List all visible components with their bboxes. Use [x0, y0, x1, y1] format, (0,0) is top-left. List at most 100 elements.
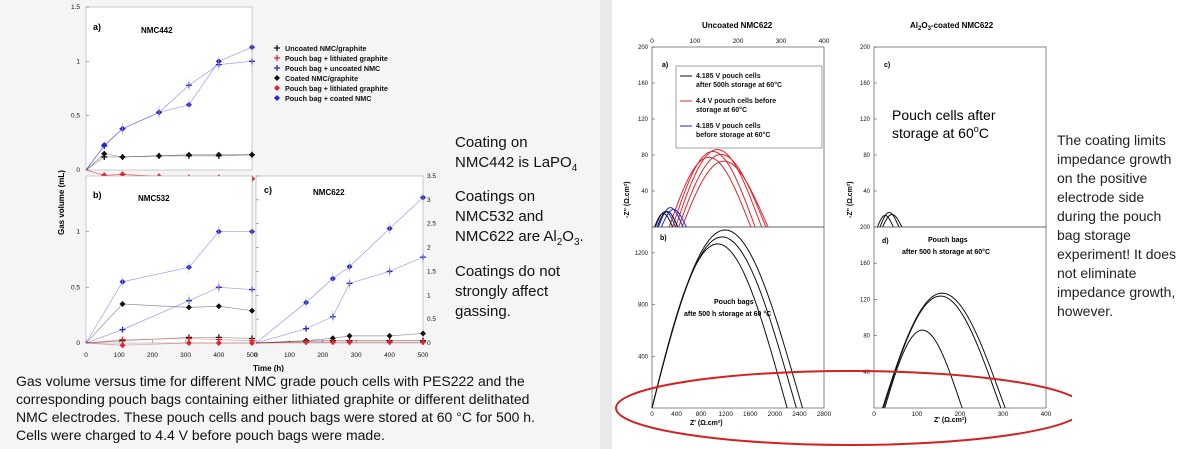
data-point	[215, 340, 222, 346]
blue-impedance-arc	[661, 209, 687, 228]
legend-label: 4.185 V pouch cells	[696, 73, 761, 80]
black-impedance-arc	[651, 243, 788, 409]
x-tick-label: 0	[254, 352, 258, 359]
y-tick-label: 1.5	[427, 268, 436, 275]
legend-label: Coated NMC/graphite	[285, 74, 358, 83]
x-tick-label: 200	[317, 352, 328, 359]
x-tick-label: 400	[213, 352, 224, 359]
legend-label: before storage at 60°C	[696, 131, 770, 139]
panel-divider	[600, 0, 612, 449]
legend-label: 4.4 V pouch cells before	[696, 98, 776, 105]
y-tick-label: 0.5	[71, 113, 80, 120]
legend-marker	[274, 45, 280, 51]
data-point	[215, 151, 222, 158]
x-axis-label: Time (h)	[253, 364, 284, 372]
data-point	[249, 151, 255, 158]
title-coated: Al2O3-coated NMC622	[910, 21, 994, 32]
y-tick-label: 120	[860, 297, 871, 303]
red-impedance-arc	[668, 156, 752, 228]
series-line	[255, 341, 423, 344]
y-tick-label: 200	[638, 45, 649, 51]
data-point	[185, 340, 192, 346]
panel-c-letter: c)	[264, 185, 272, 195]
legend-marker	[274, 75, 280, 81]
y-tick-label: 200	[860, 225, 871, 231]
y-tick-label: 0.5	[71, 284, 80, 291]
black-impedance-arc	[879, 211, 900, 228]
y-tick-label: 120	[638, 117, 649, 123]
data-point	[329, 339, 336, 346]
black-impedance-arc	[882, 292, 1006, 409]
black-impedance-arc	[651, 236, 797, 409]
y-tick-label: 80	[863, 334, 870, 340]
pouch-cells-after-1: Pouch cells after	[892, 107, 996, 123]
series-line	[255, 340, 423, 344]
data-point	[119, 342, 126, 349]
xaxis-label-d: Z' (Ω.cm²)	[934, 417, 967, 424]
xaxis-label-b: Z' (Ω.cm²)	[690, 420, 723, 427]
yaxis-label-left: -Z'' (Ω.cm²)	[624, 181, 631, 218]
y-tick-label: 0.5	[427, 316, 436, 323]
red-impedance-arc	[675, 149, 763, 228]
x-tick-label: 1600	[743, 411, 758, 418]
coating-note-2: Coatings on NMC532 and NMC622 are Al2O3.	[455, 188, 584, 248]
x-tick-label: 1200	[718, 411, 733, 418]
pouch-bags-b-l2: afte 500 h storage at 60 °C	[684, 310, 771, 318]
x-tick-label: 0	[872, 411, 876, 418]
panel-b-title: NMC532	[138, 194, 170, 203]
data-point	[215, 303, 222, 310]
y-tick-label: 2.5	[427, 221, 436, 228]
pouch-cells-after-2: storage at 60oC	[892, 124, 989, 141]
yaxis-label-right: -Z'' (Ω.cm²)	[847, 181, 854, 218]
black-impedance-arc	[884, 329, 963, 409]
data-point	[119, 153, 126, 160]
coating-note-3: Coatings do not strongly affect gassing.	[455, 263, 561, 320]
series-line	[85, 342, 252, 346]
y-tick-label: 40	[863, 370, 870, 376]
legend-label: storage at 60°C	[696, 106, 747, 114]
x-tick-label: 400	[671, 411, 682, 418]
highlight-ellipse	[615, 370, 1072, 446]
legend-marker	[274, 95, 280, 101]
data-point	[386, 339, 393, 346]
black-impedance-arc	[656, 211, 679, 228]
legend-label: Uncoated NMC/graphite	[285, 44, 366, 53]
y-tick-label: 0	[427, 340, 431, 347]
y-tick-label: 3	[427, 197, 431, 204]
legend-label: after 500h storage at 60°C	[696, 81, 782, 89]
legend-marker	[274, 55, 280, 61]
y-tick-label: 1.5	[71, 4, 80, 11]
x-tick-label: 200	[955, 411, 966, 418]
data-point	[420, 330, 426, 337]
x-tick-label: 400	[1041, 411, 1052, 418]
y-tick-label: 160	[638, 81, 649, 87]
plot-frame	[873, 226, 1047, 409]
x-tick-label: 300	[180, 352, 191, 359]
y-tick-label: 40	[863, 189, 870, 195]
y-tick-label: 0	[76, 167, 80, 174]
data-point	[386, 332, 393, 339]
gas-panel-a: 0 0.5 1 1.5	[71, 4, 255, 182]
x-tick-label: 500	[418, 352, 429, 359]
panel-d-letter-r: d)	[882, 238, 889, 245]
x-tick-label: 100	[284, 352, 295, 359]
plot-frame	[255, 175, 424, 344]
data-point	[346, 339, 353, 346]
data-point	[185, 151, 192, 158]
x-tick-label: 800	[696, 411, 707, 418]
pouch-bags-d-l2: after 500 h storage at 60°C	[902, 248, 990, 256]
x-tick-label: 0	[650, 38, 654, 45]
data-point	[420, 339, 426, 346]
panel-b-letter: b)	[93, 190, 102, 200]
panel-c-letter-r: c)	[884, 62, 890, 69]
pouch-bags-b-l1: Pouch bags	[714, 299, 754, 306]
x-tick-label: 500	[247, 352, 258, 359]
title-uncoated: Uncoated NMC622	[702, 21, 773, 30]
y-tick-label: 1	[427, 292, 431, 299]
red-impedance-arc	[681, 160, 769, 228]
black-impedance-arc	[882, 213, 903, 228]
y-tick-label: 800	[638, 303, 649, 309]
pouch-bags-d-l1: Pouch bags	[928, 237, 968, 244]
